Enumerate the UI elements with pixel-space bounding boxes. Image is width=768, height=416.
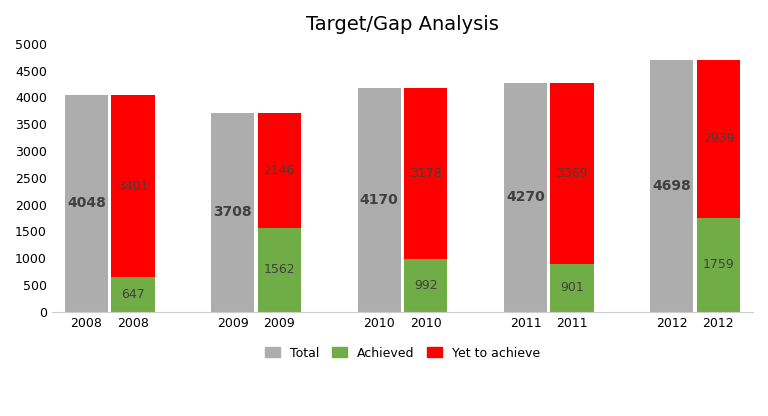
Bar xyxy=(697,60,740,218)
Title: Target/Gap Analysis: Target/Gap Analysis xyxy=(306,15,499,34)
Bar xyxy=(697,218,740,312)
Bar xyxy=(404,259,447,312)
Bar xyxy=(258,113,301,228)
Text: 901: 901 xyxy=(560,281,584,294)
Text: 3708: 3708 xyxy=(214,206,252,220)
Text: 4170: 4170 xyxy=(359,193,399,207)
Legend: Total, Achieved, Yet to achieve: Total, Achieved, Yet to achieve xyxy=(260,342,545,364)
Text: 2146: 2146 xyxy=(263,164,295,177)
Bar xyxy=(358,88,401,312)
Text: 3369: 3369 xyxy=(556,167,588,180)
Text: 4698: 4698 xyxy=(653,179,691,193)
Text: 3401: 3401 xyxy=(118,180,149,193)
Text: 4270: 4270 xyxy=(506,191,545,204)
Bar xyxy=(504,83,547,312)
Bar xyxy=(65,95,108,312)
Bar xyxy=(258,228,301,312)
Text: 1562: 1562 xyxy=(263,263,295,277)
Bar xyxy=(211,113,254,312)
Bar xyxy=(551,264,594,312)
Text: 3178: 3178 xyxy=(410,167,442,180)
Text: 647: 647 xyxy=(121,288,145,301)
Text: 1759: 1759 xyxy=(703,258,734,271)
Text: 2939: 2939 xyxy=(703,132,734,145)
Bar xyxy=(404,88,447,259)
Bar xyxy=(111,95,154,277)
Text: 992: 992 xyxy=(414,279,438,292)
Bar xyxy=(650,60,694,312)
Text: 4048: 4048 xyxy=(67,196,106,210)
Bar xyxy=(111,277,154,312)
Bar xyxy=(551,83,594,264)
